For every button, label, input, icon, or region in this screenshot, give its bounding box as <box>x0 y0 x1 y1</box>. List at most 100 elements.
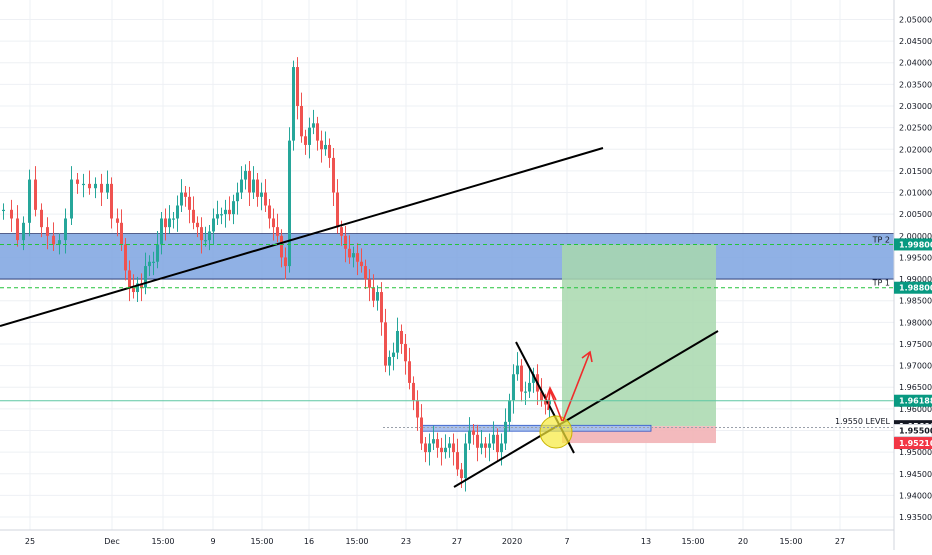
candle-body <box>256 179 259 197</box>
time-tick-label: 15:00 <box>250 537 273 546</box>
price-tag <box>893 423 932 437</box>
candle-body <box>372 287 375 301</box>
candle-body <box>408 361 411 383</box>
price-tick-label: 2.01500 <box>899 167 932 176</box>
candle-body <box>244 170 247 180</box>
candle-body <box>436 439 439 448</box>
price-tag-value: 1.95500 <box>899 426 932 435</box>
candle-body <box>532 374 535 383</box>
time-tick-label: Dec <box>104 537 119 546</box>
candle-body <box>224 209 227 215</box>
candle-body <box>76 179 79 184</box>
candle-body <box>16 218 19 241</box>
candle-body <box>424 443 427 453</box>
candle-body <box>404 343 407 362</box>
candle-body <box>420 417 423 444</box>
price-tick-label: 1.98000 <box>899 318 932 327</box>
candle-body <box>228 209 231 215</box>
candle-body <box>52 235 55 245</box>
candle-body <box>88 183 91 189</box>
price-tag-label: TP 1 <box>872 279 890 288</box>
price-tag <box>894 281 932 294</box>
candle-body <box>440 447 443 453</box>
time-tick-label: 7 <box>564 537 569 546</box>
candle-body <box>432 439 435 444</box>
candle-body <box>220 214 223 216</box>
candle-body <box>272 218 275 228</box>
rising-trendline <box>453 330 719 488</box>
price-tick-label: 1.98500 <box>899 297 932 306</box>
candle-body <box>28 179 31 223</box>
candle-body <box>400 330 403 344</box>
candle-body <box>480 443 483 448</box>
candle-body <box>276 227 279 236</box>
candle-body <box>360 261 363 267</box>
candle-body <box>164 218 167 228</box>
arrow-large-icon <box>562 351 591 422</box>
price-tick-label: 2.01000 <box>899 189 932 198</box>
candle-body <box>110 183 113 219</box>
price-tag-value: 1.95210 <box>899 439 932 448</box>
price-tag <box>894 437 932 450</box>
time-tick-label: 9 <box>210 537 215 546</box>
candle-body <box>2 209 5 212</box>
candle-body <box>192 209 195 223</box>
candle-body <box>120 222 123 245</box>
drawings <box>0 147 719 488</box>
time-tick-label: 20 <box>738 537 748 546</box>
candle-body <box>196 222 199 228</box>
candle-body <box>316 123 319 141</box>
candle-body <box>348 248 351 258</box>
candle-body <box>172 218 175 220</box>
candle-body <box>540 391 543 401</box>
candle-body <box>300 106 303 137</box>
price-tick-label: 1.95000 <box>899 448 932 457</box>
candle-body <box>484 443 487 448</box>
candle-body <box>160 218 163 245</box>
candle-body <box>148 261 151 267</box>
price-zones <box>0 233 894 444</box>
candle-body <box>472 430 475 435</box>
price-tick-label: 1.97000 <box>899 362 932 371</box>
candle-body <box>368 279 371 288</box>
candle-body <box>260 192 263 197</box>
price-tick-label: 2.05000 <box>899 15 932 24</box>
candle-body <box>428 443 431 453</box>
profit-target-box <box>562 244 716 427</box>
candle-body <box>296 67 299 106</box>
candle-body <box>264 192 267 206</box>
time-tick-label: 15:00 <box>681 537 704 546</box>
candle-body <box>516 365 519 375</box>
candle-body <box>488 443 491 448</box>
price-tick-label: 2.03500 <box>899 80 932 89</box>
candle-body <box>320 140 323 150</box>
price-tick-label: 1.94000 <box>899 491 932 500</box>
support-zone <box>420 424 652 432</box>
price-tick-label: 1.93500 <box>899 513 932 522</box>
candle-body <box>392 352 395 357</box>
candle-body <box>40 209 43 228</box>
candle-body <box>388 356 391 366</box>
candle-body <box>140 283 143 288</box>
time-axis[interactable]: 25 Dec 15:00 9 15:00 16 15:00 23 27 2020 7 13 15:00 2… <box>0 529 894 546</box>
candle-body <box>144 266 147 288</box>
price-tag <box>894 238 932 251</box>
price-tag-value: 1.99800 <box>899 240 932 249</box>
candle-body <box>312 123 315 128</box>
price-tick-label: 1.97500 <box>899 340 932 349</box>
price-tag-label: 1.9550 LEVEL <box>835 417 891 426</box>
level-lines <box>0 243 894 428</box>
price-tick-label: 1.96000 <box>899 405 932 414</box>
price-tick-label: 2.02000 <box>899 145 932 154</box>
price-tag <box>894 394 932 407</box>
time-tick-label: 27 <box>835 537 845 546</box>
long-trendline <box>0 147 604 327</box>
time-tick-label: 15:00 <box>345 537 368 546</box>
candle-body <box>236 192 239 202</box>
candle-body <box>288 140 291 267</box>
candle-body <box>184 192 187 197</box>
price-axis[interactable]: 2.05000 2.04500 2.04000 2.03500 2.03000 2.025… <box>893 0 932 550</box>
candle-body <box>208 231 211 241</box>
candle-body <box>10 209 13 219</box>
